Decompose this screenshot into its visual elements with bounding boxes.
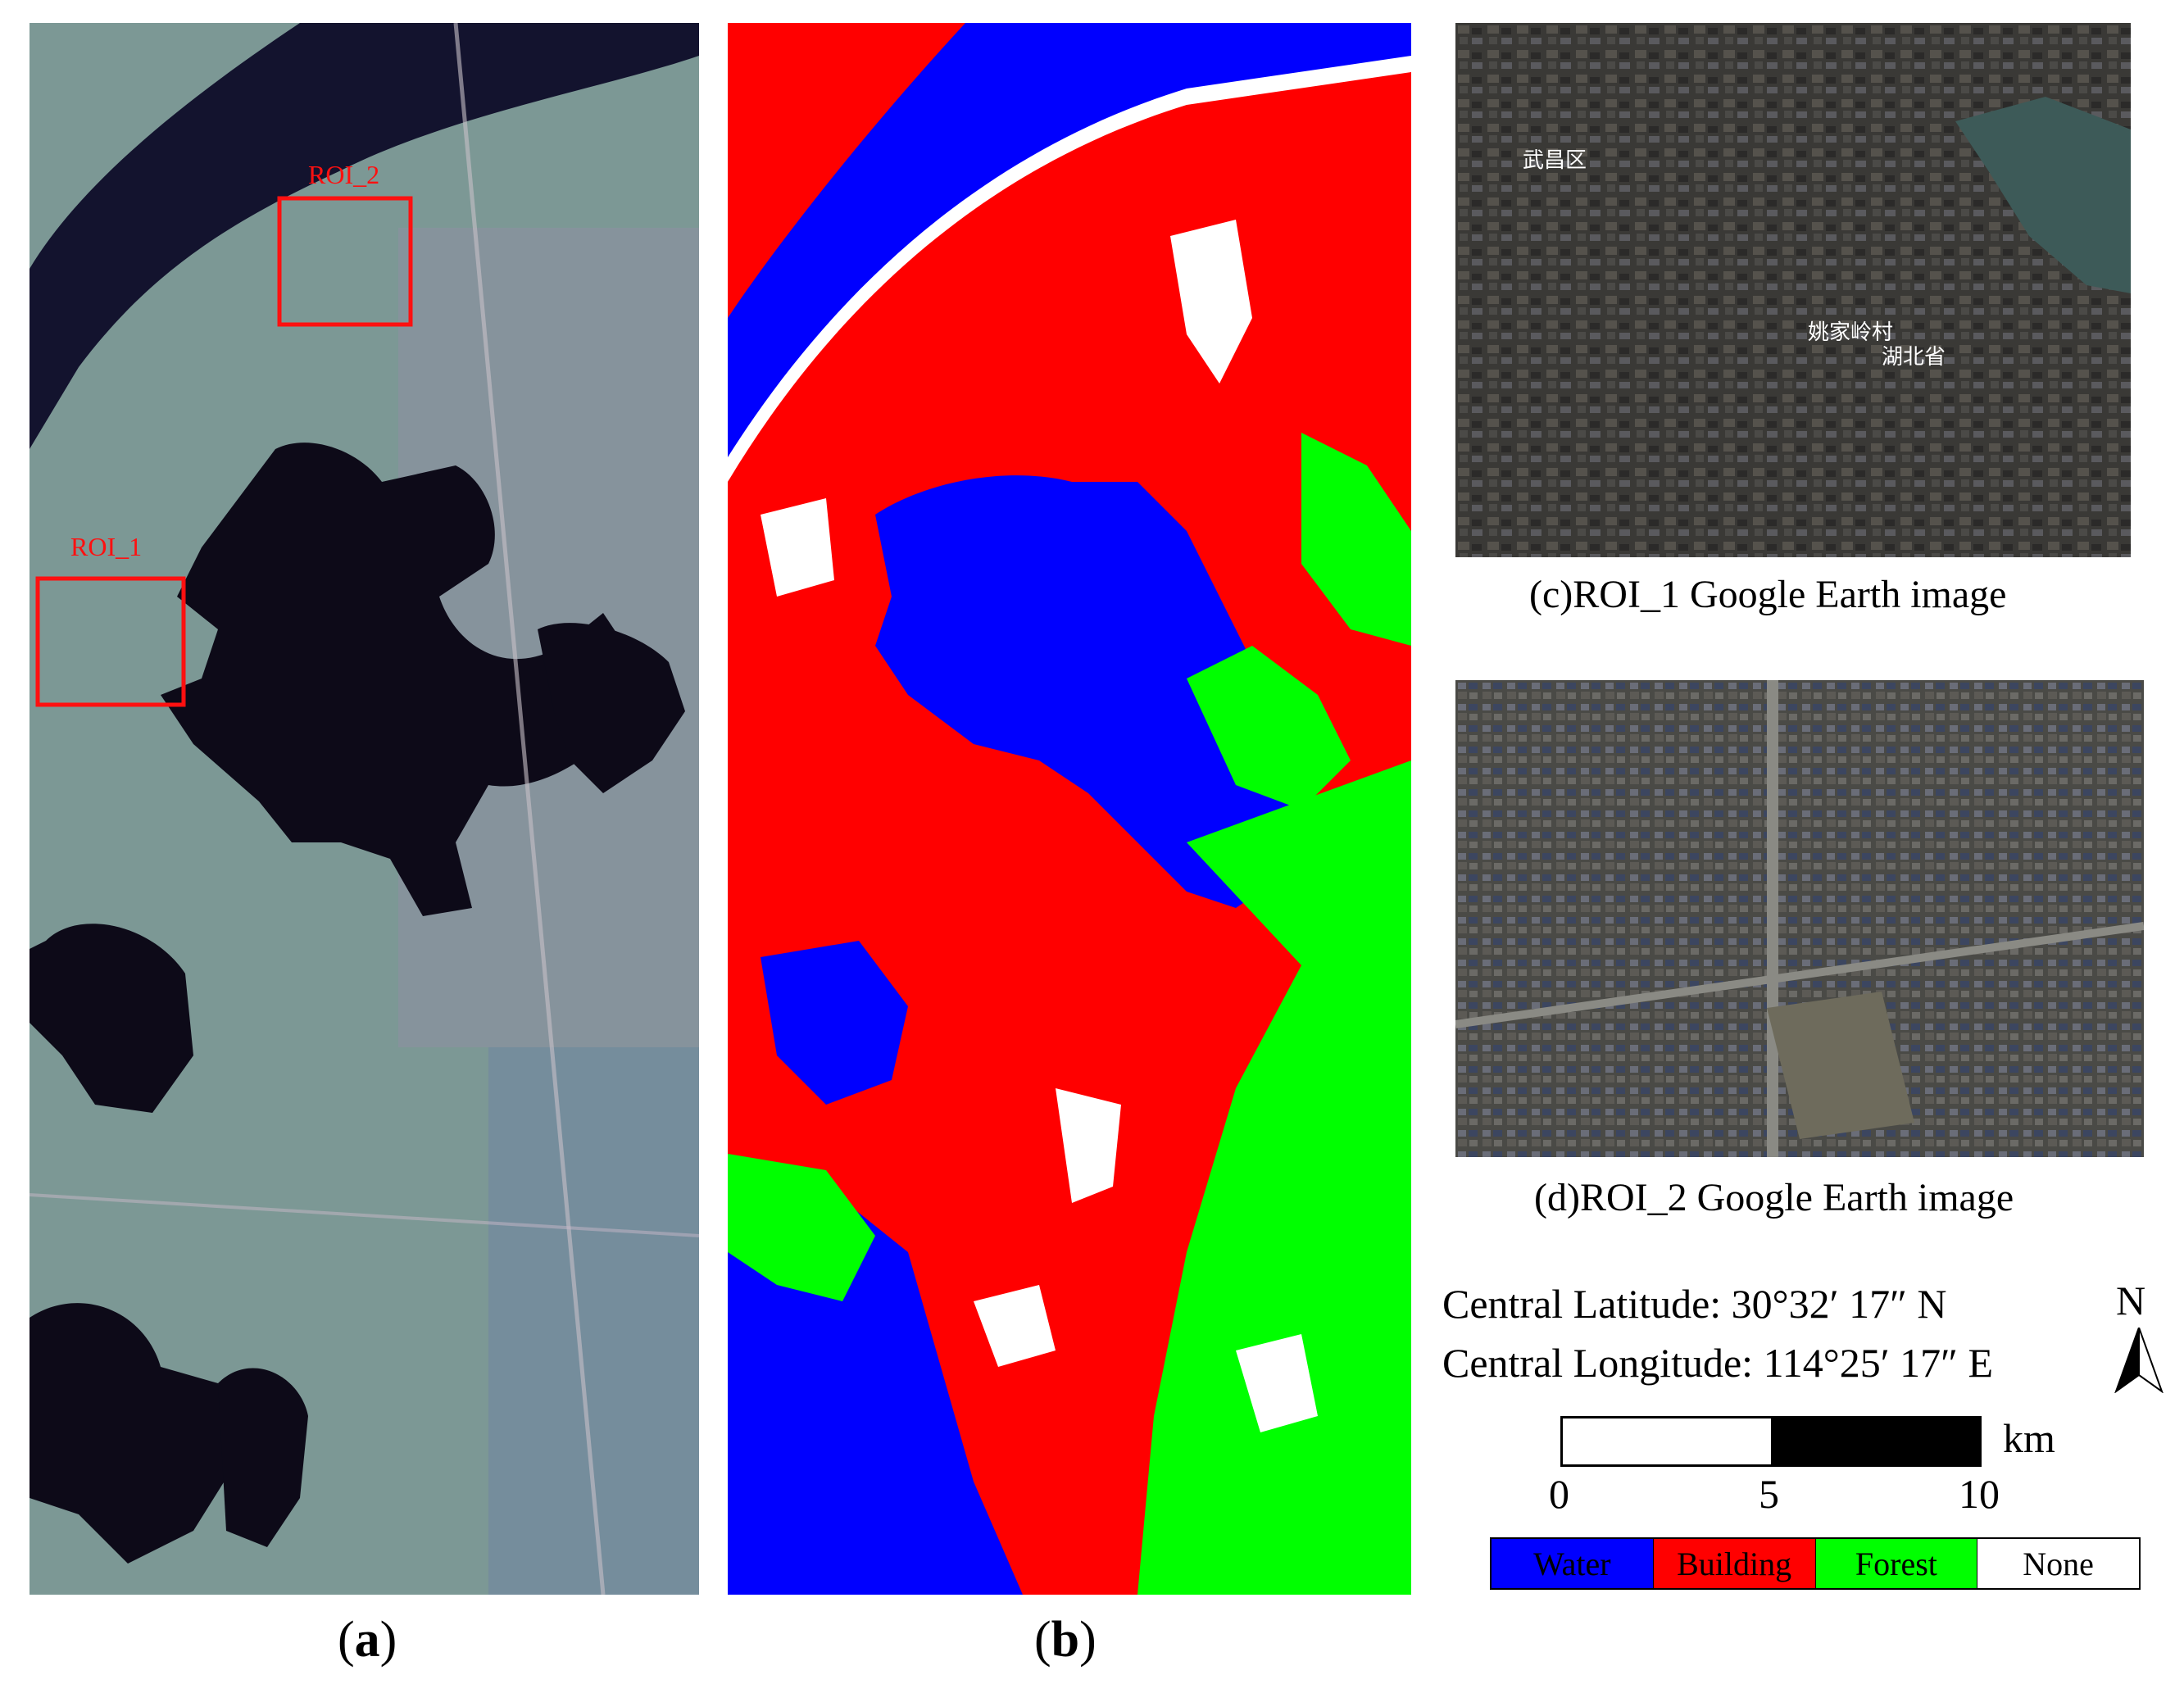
roi-1-label: ROI_1: [70, 532, 142, 561]
class-none-patch: [1236, 1334, 1318, 1432]
north-label: N: [2116, 1278, 2146, 1323]
class-water-river: [728, 23, 1411, 457]
scale-bar: [1560, 1416, 1982, 1467]
class-forest-northeast: [1301, 433, 1411, 646]
latitude-value: 30°32′ 17″ N: [1731, 1281, 1947, 1327]
map-label-hubei: 湖北省: [1882, 345, 1946, 370]
roi-2-satellite-image: [1455, 680, 2144, 1157]
class-water-west: [761, 941, 908, 1105]
classification-map: [728, 23, 1411, 1595]
roi-2-open-field: [1767, 992, 1914, 1139]
map-label-yaojialing: 姚家岭村: [1808, 320, 1893, 345]
lake-southwest: [30, 1303, 234, 1564]
lake-east: [538, 623, 685, 793]
scale-tick: 5: [1759, 1471, 1779, 1517]
class-none-patch: [1170, 220, 1252, 384]
panel-a-letter: a: [354, 1612, 380, 1668]
roi-1-box: [35, 576, 186, 707]
class-none-patch: [1056, 1088, 1121, 1203]
roi-1-image: 武昌区 姚家岭村 湖北省: [1455, 23, 2131, 557]
map-label-wuchang: 武昌区: [1523, 148, 1587, 173]
sar-road: [30, 1193, 699, 1237]
roi-1-lake: [1955, 97, 2131, 293]
lake-main: [161, 443, 636, 916]
sar-road: [453, 23, 606, 1595]
panel-d-caption: (d)ROI_2 Google Earth image: [1534, 1176, 2014, 1219]
river: [30, 23, 699, 449]
legend-water: Water: [1492, 1539, 1654, 1588]
roi-2-image: [1455, 680, 2144, 1157]
panel-b-letter: b: [1051, 1612, 1080, 1668]
class-none-patch: [761, 498, 834, 597]
longitude-value: 114°25′ 17″ E: [1763, 1340, 1994, 1386]
lake-west: [30, 924, 193, 1113]
roi-2-road: [1767, 680, 1778, 1157]
roi-2-box: [277, 196, 413, 327]
lake-south: [218, 1368, 308, 1547]
class-water-lake: [875, 475, 1318, 908]
class-forest-east: [1137, 760, 1411, 1595]
panel-b-caption: (b): [1034, 1612, 1097, 1668]
legend-building: Building: [1653, 1539, 1816, 1588]
scale-unit: km: [2003, 1415, 2055, 1461]
scale-tick: 0: [1549, 1471, 1569, 1517]
longitude-label: Central Longitude:: [1442, 1340, 1754, 1386]
roi-2-road: [1455, 922, 2144, 1028]
panel-c-caption: (c)ROI_1 Google Earth image: [1529, 573, 2007, 616]
class-forest-west: [728, 1154, 875, 1301]
legend-forest: Forest: [1815, 1539, 1978, 1588]
central-longitude: Central Longitude: 114°25′ 17″ E: [1442, 1339, 1993, 1387]
panel-a-caption: (a): [338, 1612, 397, 1668]
sar-image: ROI_2 ROI_1: [30, 23, 699, 1595]
central-latitude: Central Latitude: 30°32′ 17″ N: [1442, 1280, 1947, 1328]
sar-image-panel: ROI_2 ROI_1: [30, 23, 699, 1595]
legend-none: None: [1977, 1539, 2139, 1588]
roi-1-satellite-image: 武昌区 姚家岭村 湖北省: [1455, 23, 2131, 557]
scale-tick: 10: [1959, 1471, 2000, 1517]
class-legend: Water Building Forest None: [1490, 1537, 2141, 1590]
classification-map-panel: [728, 23, 1411, 1595]
scale-segment-black: [1771, 1418, 1979, 1464]
roi-2-label: ROI_2: [308, 160, 379, 189]
class-none-patch: [974, 1285, 1056, 1367]
north-arrow-icon: [2114, 1328, 2164, 1393]
class-forest-center: [1187, 646, 1351, 810]
scale-segment-white: [1563, 1418, 1771, 1464]
latitude-label: Central Latitude:: [1442, 1281, 1722, 1327]
